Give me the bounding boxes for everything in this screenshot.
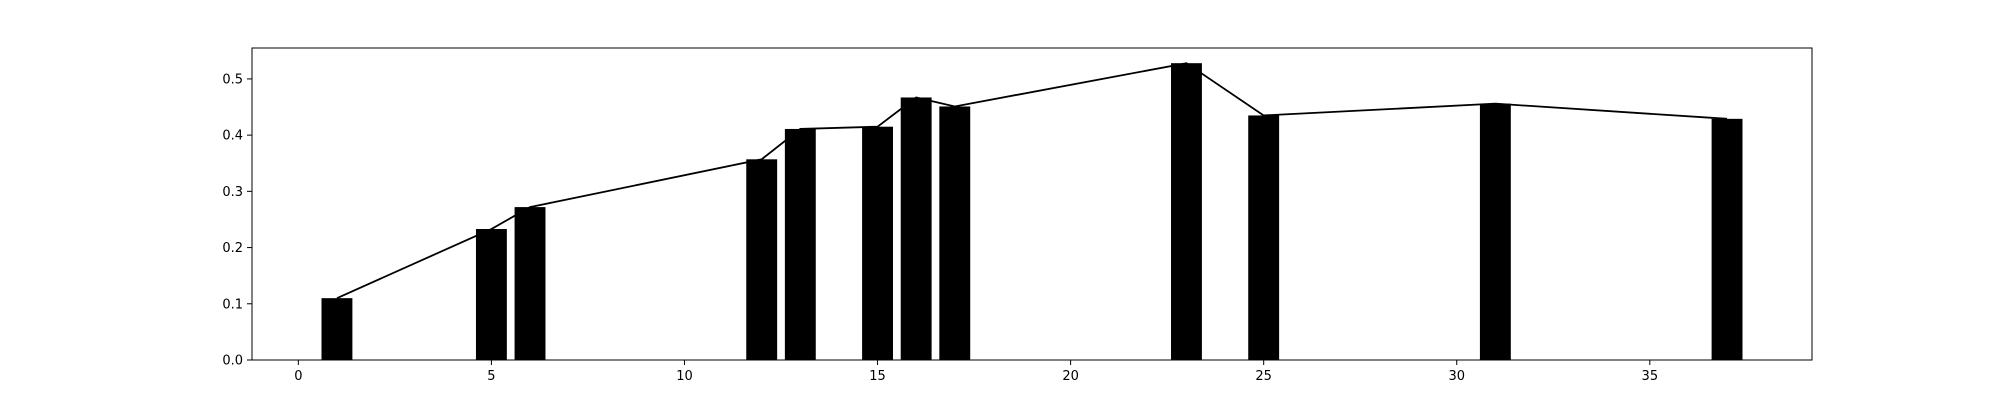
- x-tick-label-7: 35: [1642, 369, 1659, 384]
- bar-10: [1479, 103, 1511, 360]
- bar-2: [514, 207, 546, 360]
- bar-8: [1171, 63, 1202, 361]
- bar-11: [1711, 118, 1743, 361]
- y-tick-label-3: 0.3: [222, 185, 243, 200]
- bar-1: [475, 229, 507, 360]
- x-tick-label-3: 15: [869, 369, 886, 384]
- bar-5: [862, 126, 893, 361]
- bar-9: [1248, 115, 1280, 360]
- x-tick-label-2: 10: [676, 369, 693, 384]
- x-tick-label-5: 25: [1255, 369, 1272, 384]
- y-tick-label-4: 0.4: [222, 129, 243, 144]
- series-line: [336, 62, 1728, 299]
- y-axis: 0.0 0.1 0.2 0.3 0.4 0.5: [222, 72, 252, 369]
- x-axis: 0 5 10 15 20 25 30 35: [294, 360, 1658, 384]
- bar-3: [746, 159, 778, 360]
- bar-4: [784, 128, 816, 360]
- bar-7: [939, 106, 971, 360]
- x-tick-label-1: 5: [487, 369, 495, 384]
- x-tick-label-0: 0: [294, 369, 302, 384]
- y-tick-label-0: 0.0: [222, 354, 243, 369]
- x-tick-label-6: 30: [1448, 369, 1465, 384]
- x-tick-label-4: 20: [1062, 369, 1079, 384]
- plot-frame: [251, 47, 1813, 361]
- bar-0: [321, 298, 353, 360]
- y-tick-label-2: 0.2: [222, 241, 243, 256]
- bars-group: [321, 63, 1743, 361]
- line-group: [336, 62, 1728, 299]
- y-tick-label-5: 0.5: [222, 72, 243, 87]
- bar-6: [900, 97, 932, 360]
- y-tick-label-1: 0.1: [222, 297, 243, 312]
